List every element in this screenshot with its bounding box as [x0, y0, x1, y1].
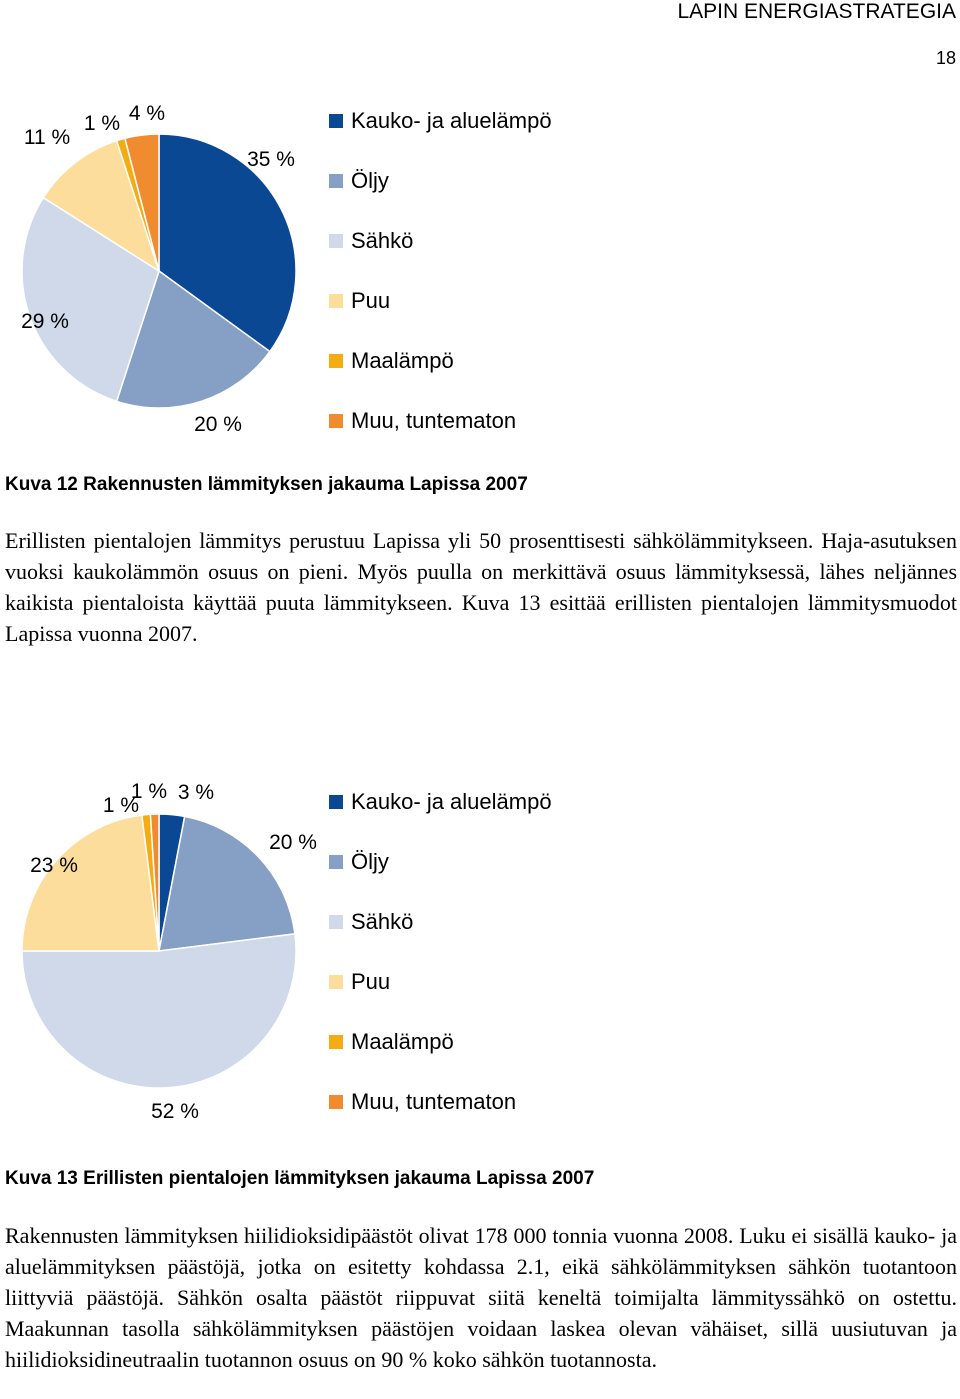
legend-label: Öljy [351, 849, 389, 874]
legend-swatch [329, 855, 343, 869]
pie-chart-building-heating: 35 % 20 % 29 % 11 % 1 % 4 % [21, 102, 297, 436]
legend-item-district-heat: Kauko- ja aluelämpö [329, 108, 552, 134]
data-label-oil: 20 % [269, 831, 317, 854]
pie-slice-oil [158, 815, 296, 952]
data-label-oil: 20 % [194, 413, 242, 436]
pie-slice-wood [42, 139, 161, 273]
legend-swatch [329, 354, 343, 368]
legend-swatch [329, 1035, 343, 1049]
legend-item-wood: Puu [329, 969, 390, 995]
legend-item-ground-heat: Maalämpö [329, 1029, 454, 1055]
running-header: LAPIN ENERGIASTRATEGIA [677, 0, 956, 23]
data-label-ground-heat: 1 % [84, 112, 120, 135]
legend-item-electricity: Sähkö [329, 228, 413, 254]
legend-swatch [329, 1095, 343, 1109]
pie-slice-electricity [21, 196, 160, 403]
legend-swatch [329, 414, 343, 428]
data-label-other-unknown: 1 % [131, 780, 167, 803]
data-label-district-heat: 35 % [247, 148, 295, 171]
data-label-electricity: 52 % [151, 1100, 199, 1123]
legend-label: Sähkö [351, 228, 414, 253]
legend-item-other-unknown: Muu, tuntematon [329, 1089, 516, 1115]
figure-12-caption: Kuva 12 Rakennusten lämmityksen jakauma … [5, 474, 528, 495]
data-label-other-unknown: 4 % [129, 102, 165, 125]
legend-item-oil: Öljy [329, 168, 389, 194]
pie-slice-other-unknown [149, 813, 160, 952]
legend-swatch [329, 975, 343, 989]
paragraph-1: Erillisten pientalojen lämmitys perustuu… [5, 528, 957, 646]
legend-label: Sähkö [351, 909, 414, 934]
legend-swatch [329, 234, 343, 248]
pie-chart-detached-house-heating: 3 % 20 % 52 % 23 % 1 %1 % [21, 780, 317, 1123]
data-label-wood: 11 % [24, 126, 70, 149]
legend-label: Puu [351, 288, 391, 313]
paragraph-2: Rakennusten lämmityksen hiilidioksidipää… [5, 1223, 957, 1372]
legend-label: Muu, tuntematon [351, 408, 517, 433]
legend-swatch [329, 795, 343, 809]
pie-slice-other-unknown [124, 133, 160, 272]
legend-swatch [329, 114, 343, 128]
legend-item-ground-heat: Maalämpö [329, 348, 454, 374]
legend-swatch [329, 915, 343, 929]
data-label-ground-heat: 1 % [103, 794, 139, 817]
pie-slice-district-heat [158, 133, 297, 353]
legend-item-district-heat: Kauko- ja aluelämpö [329, 789, 552, 815]
legend-item-electricity: Sähkö [329, 909, 413, 935]
legend-label: Öljy [351, 168, 389, 193]
legend-swatch [329, 294, 343, 308]
pie-slice-wood [21, 814, 160, 952]
legend-label: Maalämpö [351, 348, 454, 373]
page-number: 18 [935, 48, 956, 68]
pie-slice-oil [115, 269, 271, 409]
legend-swatch [329, 174, 343, 188]
data-label-district-heat: 3 % [178, 781, 214, 804]
legend-item-wood: Puu [329, 288, 390, 314]
data-label-electricity: 29 % [21, 310, 69, 333]
legend-item-other-unknown: Muu, tuntematon [329, 408, 516, 434]
legend-item-oil: Öljy [329, 849, 389, 875]
legend-label: Puu [351, 969, 391, 994]
pie-slice-electricity [21, 932, 297, 1089]
legend-label: Maalämpö [351, 1029, 454, 1054]
data-label-wood: 23 % [30, 854, 78, 877]
figure-13-caption: Kuva 13 Erillisten pientalojen lämmityks… [5, 1168, 595, 1189]
legend-label: Muu, tuntematon [351, 1089, 517, 1114]
legend-label: Kauko- ja aluelämpö [351, 108, 552, 133]
legend-label: Kauko- ja aluelämpö [351, 789, 552, 814]
